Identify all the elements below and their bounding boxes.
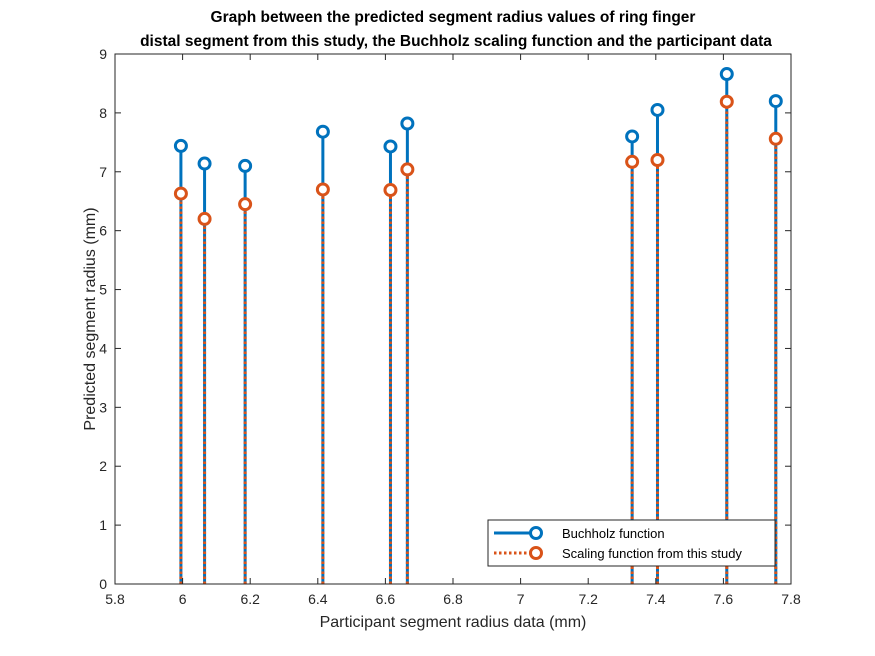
x-tick-label-10: 7.8 xyxy=(781,591,801,607)
y-ticks: 0 1 2 3 4 5 6 7 8 9 xyxy=(99,46,791,592)
stem-marker-s0-4 xyxy=(383,139,398,154)
x-axis-label: Participant segment radius data (mm) xyxy=(320,614,587,631)
stem-marker-s1-0 xyxy=(173,186,188,201)
y-tick-label-1: 1 xyxy=(99,517,107,533)
y-tick-label-2: 2 xyxy=(99,458,107,474)
legend-buchholz-marker xyxy=(529,526,543,540)
x-tick-label-3: 6.4 xyxy=(308,591,328,607)
stem-marker-s0-3 xyxy=(315,124,330,139)
x-ticks: 5.8 6 6.2 6.4 6.6 6.8 7 7.2 7.4 7.6 7.8 xyxy=(105,54,801,607)
x-tick-label-6: 7 xyxy=(517,591,525,607)
stem-marker-s1-2 xyxy=(238,197,253,212)
x-tick-label-1: 6 xyxy=(179,591,187,607)
x-tick-label-4: 6.6 xyxy=(376,591,396,607)
y-tick-label-3: 3 xyxy=(99,399,107,415)
chart-title-line-1: Graph between the predicted segment radi… xyxy=(211,9,696,26)
legend-buchholz-label: Buchholz function xyxy=(562,526,665,541)
y-tick-label-8: 8 xyxy=(99,105,107,121)
y-tick-label-4: 4 xyxy=(99,340,107,356)
stem-marker-s0-6 xyxy=(625,129,640,144)
x-tick-label-5: 6.8 xyxy=(443,591,463,607)
x-tick-label-9: 7.6 xyxy=(714,591,734,607)
x-tick-label-2: 6.2 xyxy=(240,591,260,607)
stem-marker-s1-9 xyxy=(768,131,783,146)
y-tick-label-5: 5 xyxy=(99,282,107,298)
stem-marker-s1-4 xyxy=(383,183,398,198)
stem-marker-s1-8 xyxy=(719,94,734,109)
stem-marker-s0-7 xyxy=(650,102,665,117)
x-tick-label-0: 5.8 xyxy=(105,591,125,607)
legend: Buchholz function Scaling function from … xyxy=(487,519,776,567)
y-tick-label-0: 0 xyxy=(99,576,107,592)
stem-marker-s1-7 xyxy=(650,153,665,167)
x-tick-label-7: 7.2 xyxy=(578,591,598,607)
stem-marker-s1-6 xyxy=(625,154,640,169)
stem-marker-s0-2 xyxy=(238,158,253,173)
y-tick-label-7: 7 xyxy=(99,164,107,180)
stem-marker-s1-1 xyxy=(197,211,212,226)
stem-marker-s0-5 xyxy=(400,116,415,131)
y-tick-label-6: 6 xyxy=(99,223,107,239)
legend-scaling-label: Scaling function from this study xyxy=(562,546,742,561)
x-tick-label-8: 7.4 xyxy=(646,591,666,607)
stem-marker-s0-8 xyxy=(719,67,734,82)
chart-title-line-2: distal segment from this study, the Buch… xyxy=(140,33,772,50)
plot-area xyxy=(115,54,791,584)
stem-marker-s1-3 xyxy=(315,182,330,197)
stem-marker-s0-9 xyxy=(768,94,783,109)
legend-scaling-marker xyxy=(529,546,543,560)
stem-marker-s1-5 xyxy=(400,162,415,177)
stem-marker-s0-0 xyxy=(173,138,188,153)
y-tick-label-9: 9 xyxy=(99,46,107,62)
stems-layer xyxy=(173,67,783,584)
y-axis-label: Predicted segment radius (mm) xyxy=(82,207,99,430)
stem-marker-s0-1 xyxy=(197,156,212,171)
